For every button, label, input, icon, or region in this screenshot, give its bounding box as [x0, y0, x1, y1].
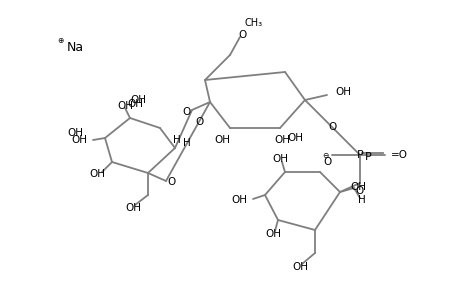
- Text: O: O: [355, 186, 364, 196]
- Text: O: O: [323, 157, 331, 167]
- Text: OH: OH: [127, 99, 143, 109]
- Text: Na: Na: [67, 40, 84, 53]
- Text: OH: OH: [274, 135, 289, 145]
- Text: O: O: [238, 30, 246, 40]
- Text: ⊖: ⊖: [321, 151, 327, 160]
- Text: OH: OH: [130, 95, 146, 105]
- Text: =O: =O: [390, 150, 407, 160]
- Text: H: H: [358, 195, 365, 205]
- Text: OH: OH: [89, 169, 105, 179]
- Text: OH: OH: [271, 154, 287, 164]
- Text: P: P: [356, 150, 363, 160]
- Text: O: O: [196, 117, 204, 127]
- Text: OH: OH: [117, 101, 133, 111]
- Text: H: H: [183, 138, 190, 148]
- Text: O: O: [168, 177, 176, 187]
- Text: ⊕: ⊕: [57, 35, 63, 44]
- Text: P: P: [364, 152, 370, 162]
- Text: OH: OH: [264, 229, 280, 239]
- Text: OH: OH: [125, 203, 141, 213]
- Text: OH: OH: [71, 135, 87, 145]
- Text: OH: OH: [230, 195, 246, 205]
- Text: OH: OH: [213, 135, 230, 145]
- Text: OH: OH: [334, 87, 350, 97]
- Text: O: O: [183, 107, 190, 117]
- Text: O: O: [328, 122, 336, 132]
- Text: OH: OH: [286, 133, 302, 143]
- Text: OH: OH: [349, 182, 365, 192]
- Text: H: H: [173, 135, 180, 145]
- Text: CH₃: CH₃: [245, 18, 263, 28]
- Text: OH: OH: [67, 128, 83, 138]
- Text: OH: OH: [291, 262, 308, 272]
